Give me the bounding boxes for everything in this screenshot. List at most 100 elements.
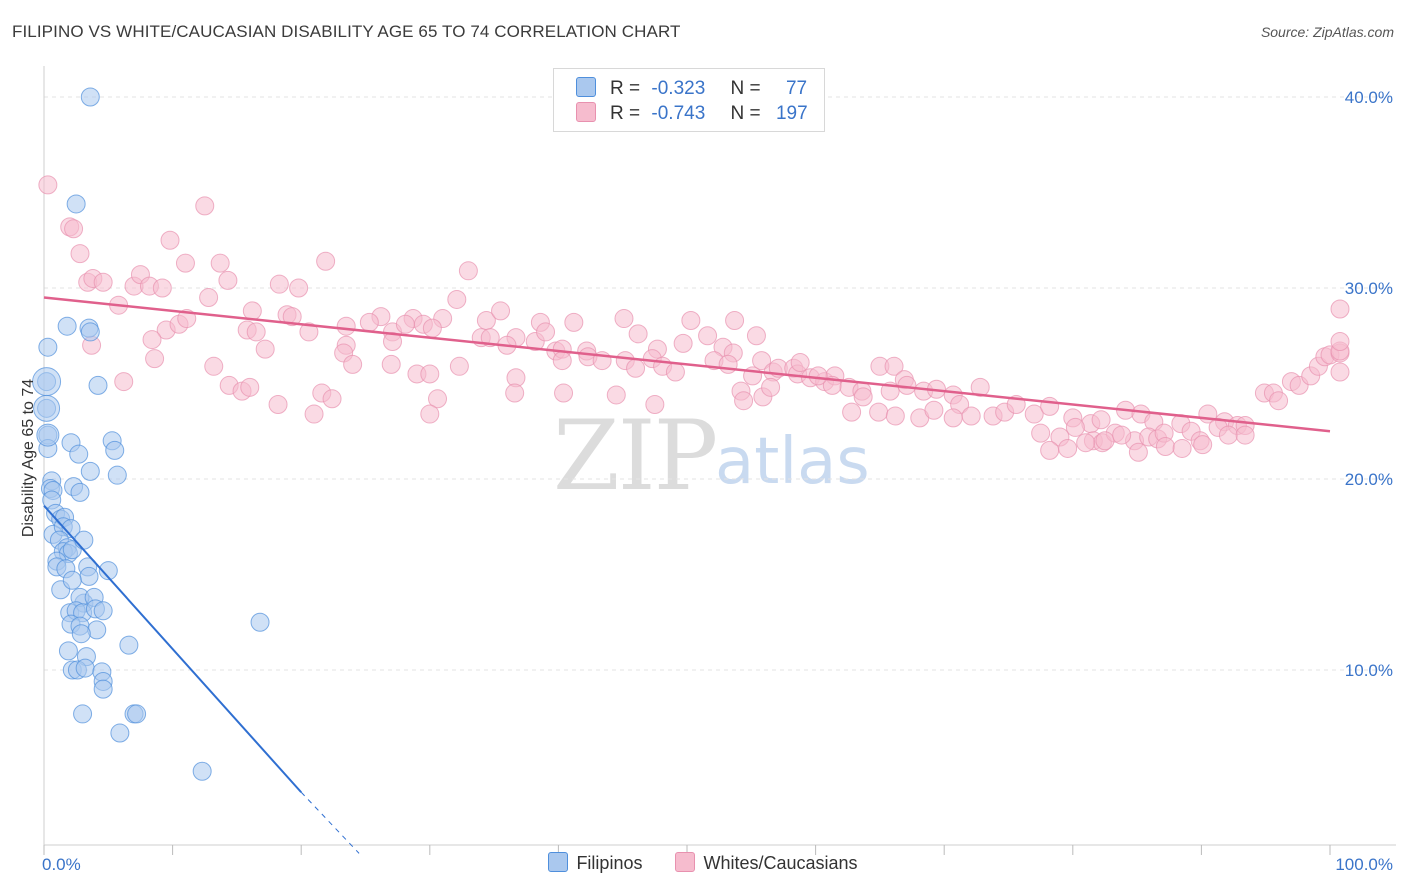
point-whites — [790, 352, 810, 372]
point-filipinos — [93, 601, 113, 621]
legend-n-value: 77 — [785, 78, 808, 99]
legend-label-filipinos: Filipinos — [576, 853, 643, 873]
point-whites — [761, 377, 781, 397]
legend-item-whites: Whites/Caucasians — [675, 852, 858, 874]
point-whites — [628, 324, 648, 344]
point-whites — [282, 307, 302, 327]
point-whites — [808, 366, 828, 386]
legend-item-filipinos: Filipinos — [548, 852, 642, 874]
watermark-atlas: atlas — [715, 425, 870, 499]
point-whites — [420, 364, 440, 384]
point-whites — [943, 408, 963, 428]
point-whites — [299, 322, 319, 342]
point-whites — [289, 278, 309, 298]
point-whites — [1065, 417, 1085, 437]
point-whites — [734, 391, 754, 411]
point-filipinos — [57, 316, 77, 336]
point-whites — [698, 326, 718, 346]
legend-n-label: N = — [730, 78, 761, 99]
point-whites — [64, 219, 84, 239]
point-whites — [383, 331, 403, 351]
point-whites — [246, 322, 266, 342]
point-filipinos — [80, 322, 100, 342]
point-whites — [1235, 425, 1255, 445]
trend-line-filipinos-extension — [300, 791, 360, 854]
point-whites — [240, 377, 260, 397]
series-filipinos — [32, 87, 270, 781]
point-whites — [1193, 435, 1213, 455]
point-whites — [752, 351, 772, 371]
point-whites — [673, 333, 693, 353]
point-filipinos — [58, 641, 78, 661]
point-whites — [1218, 425, 1238, 445]
point-whites — [447, 289, 467, 309]
y-tick-label: 40.0% — [1345, 88, 1393, 107]
point-filipinos — [80, 461, 100, 481]
x-tick-label: 0.0% — [42, 855, 81, 874]
point-filipinos — [74, 530, 94, 550]
legend-row-filipinos: R = -0.323 N = 77 — [576, 77, 807, 101]
point-filipinos — [79, 566, 99, 586]
legend-swatch-filipinos — [548, 852, 569, 872]
point-whites — [1031, 423, 1051, 443]
series-legend: Filipinos Whites/Caucasians — [0, 852, 1406, 874]
point-whites — [1330, 362, 1350, 382]
point-filipinos — [192, 761, 212, 781]
point-filipinos — [75, 658, 95, 678]
point-whites — [420, 404, 440, 424]
point-whites — [1155, 437, 1175, 457]
point-whites — [1112, 425, 1132, 445]
point-whites — [93, 272, 113, 292]
axes — [43, 66, 1396, 855]
point-whites — [853, 387, 873, 407]
point-whites — [343, 354, 363, 374]
point-whites — [665, 362, 685, 382]
point-filipinos — [62, 570, 82, 590]
legend-swatch-filipinos — [576, 77, 596, 97]
point-whites — [395, 314, 415, 334]
x-tick-label: 100.0% — [1335, 855, 1393, 874]
point-whites — [536, 322, 556, 342]
point-whites — [336, 316, 356, 336]
trend-line-filipinos — [43, 505, 302, 793]
legend-n-value: 197 — [775, 103, 808, 124]
point-whites — [449, 356, 469, 376]
point-whites — [218, 270, 238, 290]
point-whites — [884, 356, 904, 376]
point-whites — [142, 330, 162, 350]
point-whites — [269, 274, 289, 294]
y-tick-label: 20.0% — [1345, 470, 1393, 489]
point-filipinos — [127, 704, 147, 724]
point-whites — [38, 175, 58, 195]
point-whites — [268, 395, 288, 415]
point-whites — [255, 339, 275, 359]
trend-lines — [43, 296, 1331, 854]
legend-swatch-whites — [675, 852, 696, 872]
point-whites — [1024, 404, 1044, 424]
point-whites — [725, 310, 745, 330]
legend-r-value: -0.743 — [651, 103, 706, 124]
correlation-legend: R = -0.323 N = 77 R = -0.743 N = 197 — [553, 68, 825, 132]
point-whites — [70, 244, 90, 264]
point-filipinos — [105, 440, 125, 460]
point-filipinos — [73, 704, 93, 724]
legend-n-label: N = — [730, 103, 761, 124]
point-filipinos — [66, 194, 86, 214]
point-whites — [114, 372, 134, 392]
point-whites — [869, 402, 889, 422]
point-whites — [552, 351, 572, 371]
point-whites — [970, 377, 990, 397]
point-whites — [242, 301, 262, 321]
point-filipinos — [38, 337, 58, 357]
legend-r-label: R = — [610, 78, 641, 99]
point-whites — [316, 251, 336, 271]
point-filipinos — [71, 624, 91, 644]
point-whites — [1269, 391, 1289, 411]
point-whites — [718, 354, 738, 374]
point-whites — [554, 383, 574, 403]
point-whites — [1076, 433, 1096, 453]
point-filipinos — [69, 444, 89, 464]
point-whites — [491, 301, 511, 321]
point-filipinos — [33, 394, 61, 422]
